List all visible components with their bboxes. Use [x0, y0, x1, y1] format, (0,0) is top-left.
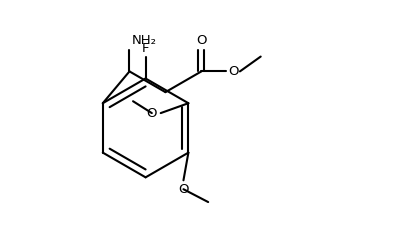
Text: NH₂: NH₂ [131, 34, 156, 47]
Text: O: O [228, 65, 238, 78]
Text: O: O [147, 107, 157, 120]
Text: O: O [178, 183, 189, 196]
Text: F: F [142, 42, 149, 55]
Text: O: O [196, 34, 207, 47]
